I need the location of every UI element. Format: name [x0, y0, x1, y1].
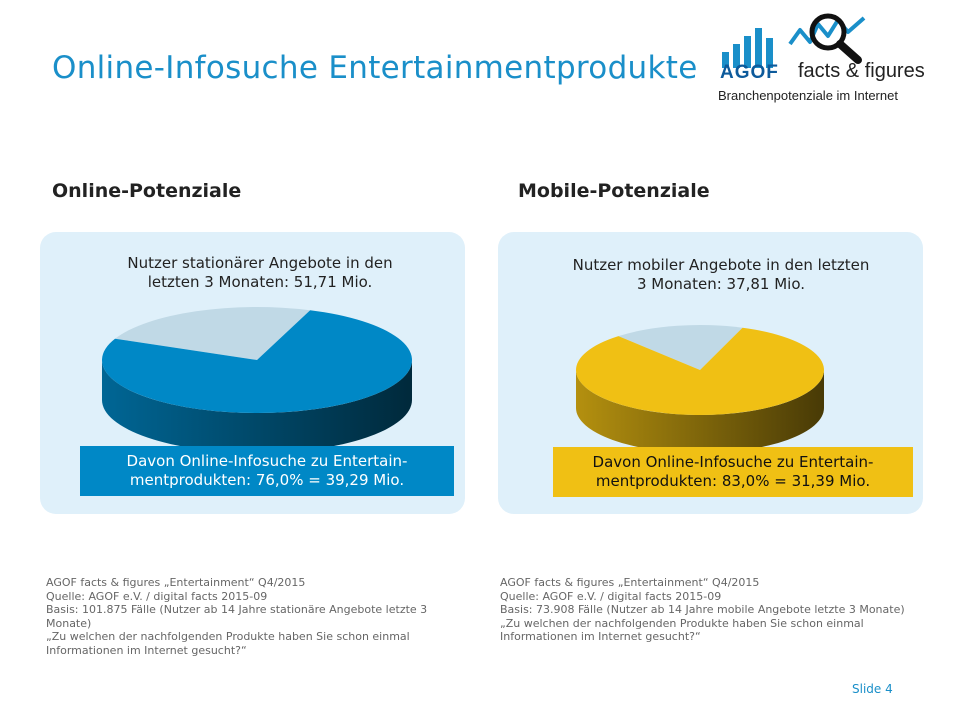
- mobile-pie-slice-rest: [618, 325, 743, 370]
- online-note-1: AGOF facts & figures „Entertainment“ Q4/…: [46, 576, 306, 589]
- mobile-users-label: Nutzer mobiler Angebote in den letzten 3…: [546, 256, 896, 294]
- mobile-note-1: AGOF facts & figures „Entertainment“ Q4/…: [500, 576, 760, 589]
- online-result-box: Davon Online-Infosuche zu Entertain- men…: [80, 446, 454, 496]
- online-users-label: Nutzer stationärer Angebote in den letzt…: [90, 254, 430, 292]
- logo-brand: AGOF: [720, 62, 779, 83]
- mobile-users-label-line2: 3 Monaten: 37,81 Mio.: [636, 275, 806, 293]
- online-pie-side: [102, 360, 412, 453]
- mobile-note-3: Basis: 73.908 Fälle (Nutzer ab 14 Jahre …: [500, 603, 905, 617]
- online-pie-slice-main: [102, 310, 413, 413]
- mobile-result-line2: mentprodukten: 83,0% = 31,39 Mio.: [595, 472, 871, 490]
- online-note-4: „Zu welchen der nachfolgenden Produkte h…: [46, 630, 410, 657]
- online-users-label-line1: Nutzer stationärer Angebote in den: [127, 254, 393, 272]
- mobile-result-line1: Davon Online-Infosuche zu Entertain-: [592, 453, 874, 471]
- mobile-pie-chart: [576, 325, 824, 453]
- mobile-note-4: „Zu welchen der nachfolgenden Produkte h…: [500, 616, 864, 644]
- online-source-notes: AGOF facts & figures „Entertainment“ Q4/…: [46, 576, 466, 658]
- online-heading: Online-Potenziale: [52, 180, 242, 202]
- page-title: Online-Infosuche Entertainmentprodukte: [52, 50, 698, 86]
- mobile-pie-side: [576, 370, 824, 453]
- online-result-line1: Davon Online-Infosuche zu Entertain-: [126, 452, 408, 470]
- online-result-line2: mentprodukten: 76,0% = 39,29 Mio.: [129, 471, 405, 489]
- mobile-source-notes: AGOF facts & figures „Entertainment“ Q4/…: [500, 576, 920, 644]
- slide-number: Slide 4: [852, 682, 893, 696]
- online-note-2: Quelle: AGOF e.V. / digital facts 2015-0…: [46, 589, 268, 603]
- mobile-users-label-line1: Nutzer mobiler Angebote in den letzten: [572, 256, 870, 274]
- logo-subtitle: Branchenpotenziale im Internet: [718, 88, 898, 103]
- online-pie-slice-rest: [115, 307, 311, 360]
- online-users-label-line2: letzten 3 Monaten: 51,71 Mio.: [147, 273, 373, 291]
- mobile-note-2: Quelle: AGOF e.V. / digital facts 2015-0…: [500, 589, 722, 603]
- magnifier-chart-icon: [722, 13, 866, 68]
- mobile-heading: Mobile-Potenziale: [518, 180, 710, 202]
- mobile-pie-slice-main: [576, 327, 824, 415]
- agof-logo: AGOF facts & figures Branchenpotenziale …: [718, 12, 925, 107]
- online-note-3: Basis: 101.875 Fälle (Nutzer ab 14 Jahre…: [46, 603, 428, 630]
- online-pie-chart: [102, 307, 413, 453]
- mobile-result-box: Davon Online-Infosuche zu Entertain- men…: [553, 447, 913, 497]
- logo-tagline: facts & figures: [798, 60, 925, 82]
